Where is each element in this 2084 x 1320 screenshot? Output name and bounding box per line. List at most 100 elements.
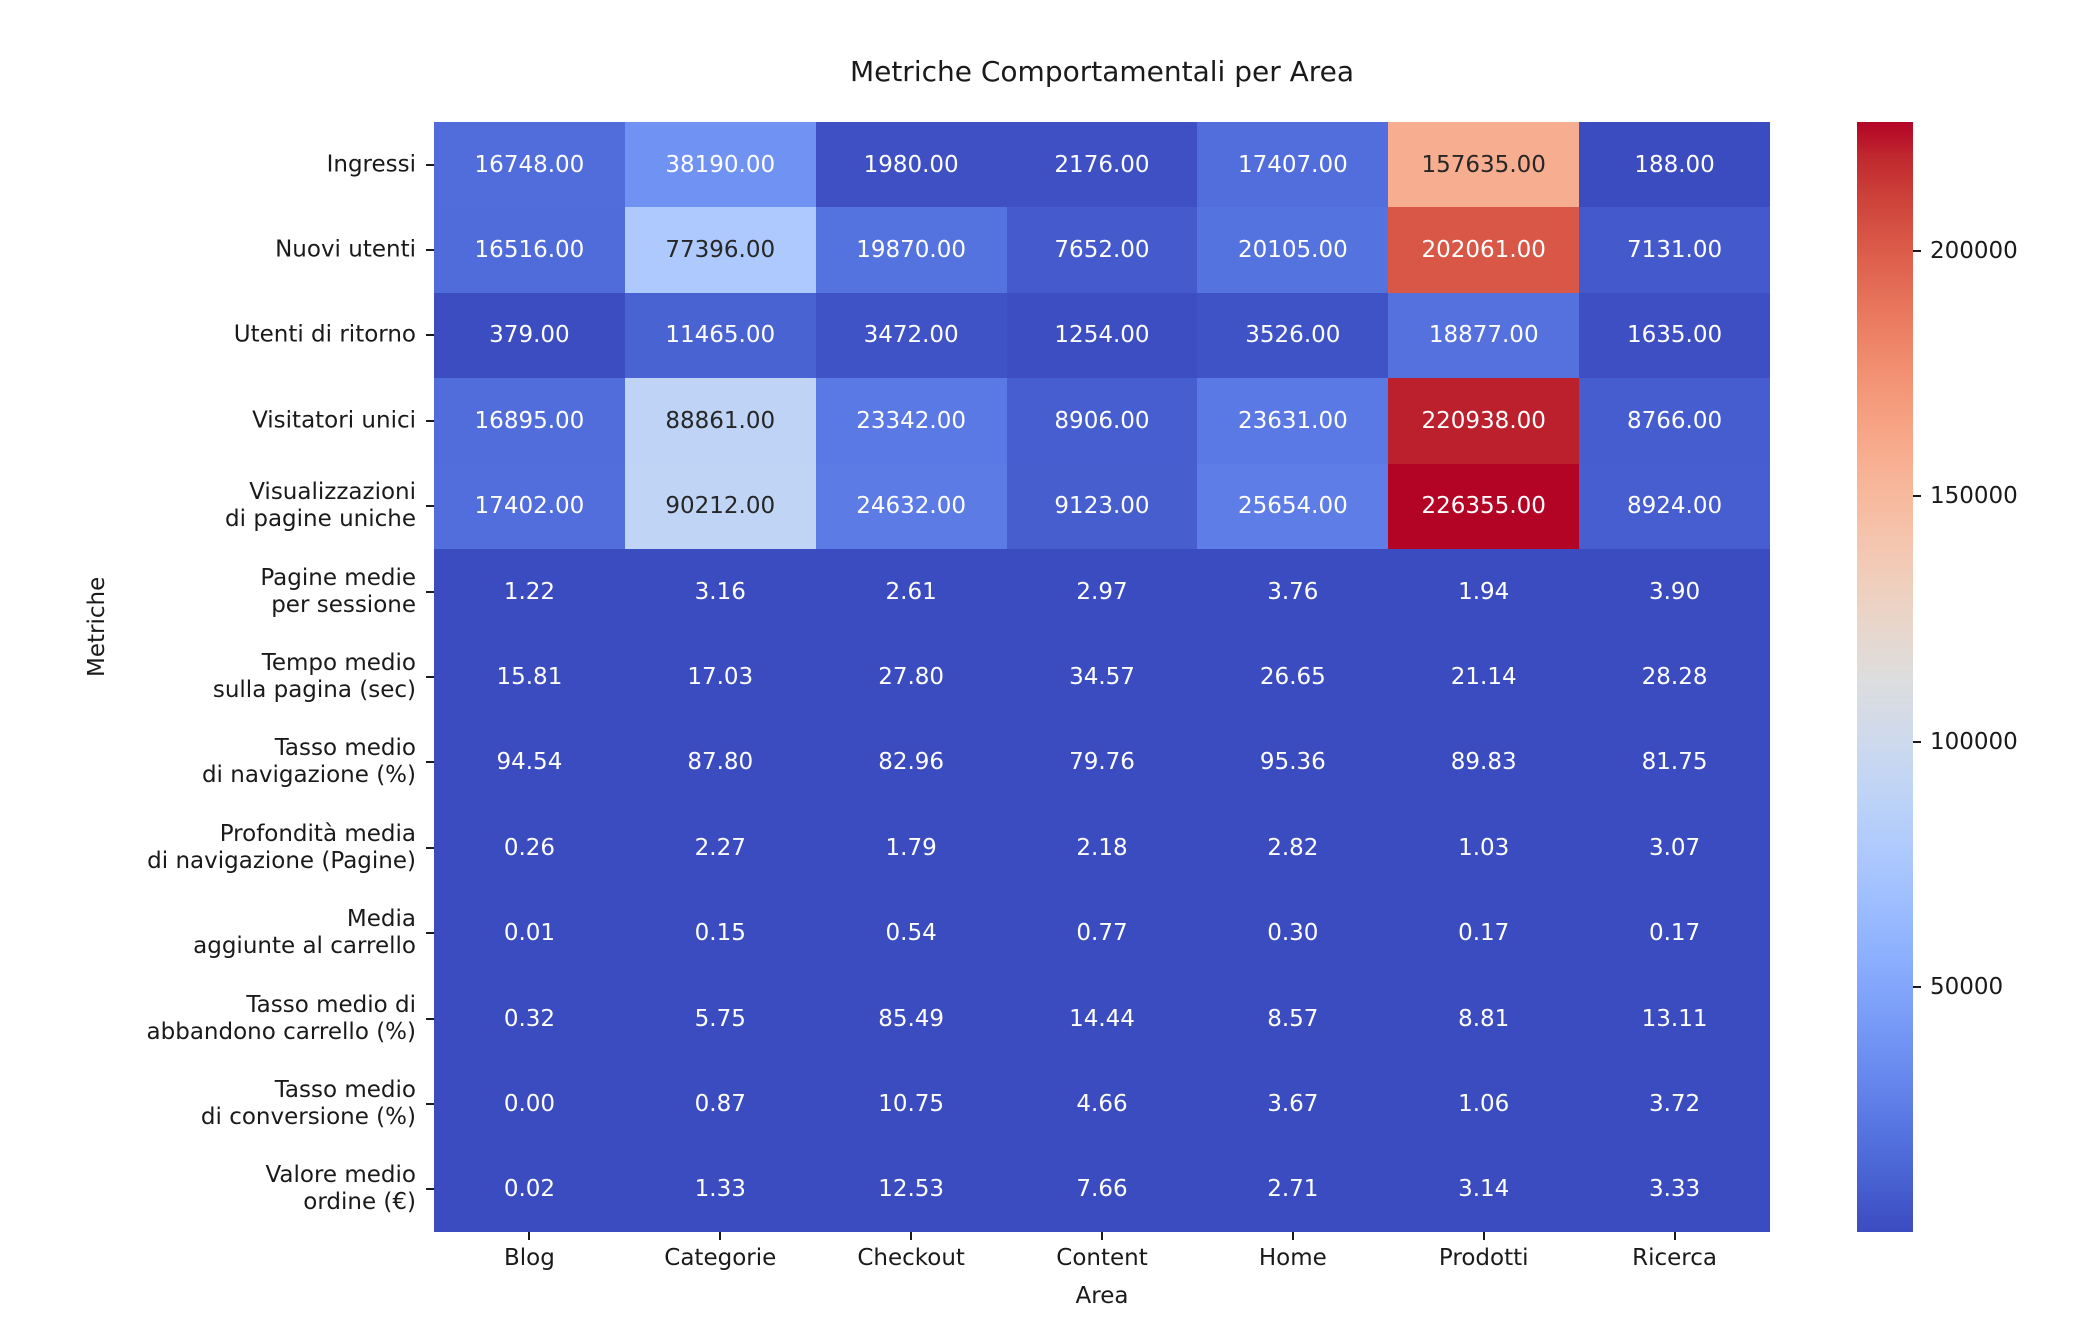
heatmap-cell: 1980.00 <box>815 122 1007 208</box>
y-tick-mark <box>426 334 434 337</box>
heatmap-cell: 2.27 <box>624 805 816 891</box>
x-tick-label: Prodotti <box>1438 1245 1529 1271</box>
heatmap-cell: 2.18 <box>1006 805 1198 891</box>
heatmap-cell: 1.94 <box>1388 548 1580 635</box>
heatmap-cell: 1.33 <box>624 1146 816 1232</box>
heatmap-cell: 3472.00 <box>815 292 1007 379</box>
heatmap-cell: 0.26 <box>434 805 625 891</box>
y-tick-mark <box>426 505 434 508</box>
heatmap-cell: 3.33 <box>1579 1146 1770 1232</box>
heatmap-cell: 13.11 <box>1579 975 1770 1062</box>
heatmap-cell: 27.80 <box>815 634 1007 720</box>
x-tick-mark <box>528 1232 531 1240</box>
y-tick-label: Visualizzazioni di pagine uniche <box>225 479 416 533</box>
y-tick-mark <box>426 590 434 593</box>
colorbar-tick-label: 200000 <box>1930 238 2018 265</box>
heatmap-cell: 25654.00 <box>1197 463 1389 549</box>
y-tick-mark <box>426 419 434 422</box>
heatmap-cell: 0.02 <box>434 1146 625 1232</box>
y-tick-label: Valore medio ordine (€) <box>265 1162 416 1216</box>
heatmap-cell: 3.72 <box>1579 1061 1770 1147</box>
x-tick-label: Categorie <box>664 1245 777 1271</box>
y-tick-label: Profondità media di navigazione (Pagine) <box>147 820 416 874</box>
x-tick-label: Checkout <box>857 1245 965 1271</box>
heatmap-cell: 3.76 <box>1197 548 1389 635</box>
y-tick-label: Tasso medio di conversione (%) <box>200 1076 416 1130</box>
heatmap-cell: 3526.00 <box>1197 292 1389 379</box>
y-tick-mark <box>426 676 434 678</box>
heatmap-cell: 94.54 <box>434 719 625 806</box>
heatmap-cell: 0.54 <box>815 890 1007 976</box>
heatmap-cell: 23631.00 <box>1197 378 1389 464</box>
y-tick-mark <box>426 163 434 166</box>
heatmap-cell: 202061.00 <box>1388 207 1580 293</box>
heatmap-cell: 5.75 <box>624 975 816 1062</box>
heatmap-cell: 11465.00 <box>624 292 816 379</box>
heatmap-cell: 0.77 <box>1006 890 1198 976</box>
heatmap-cell: 7652.00 <box>1006 207 1198 293</box>
heatmap-cell: 8766.00 <box>1579 378 1770 464</box>
heatmap-cell: 87.80 <box>624 719 816 806</box>
heatmap-cell: 17.03 <box>624 634 816 720</box>
heatmap-cell: 3.67 <box>1197 1061 1389 1147</box>
y-tick-label: Tasso medio di abbandono carrello (%) <box>146 991 416 1045</box>
heatmap-cell: 17407.00 <box>1197 122 1389 208</box>
heatmap-cell: 1.06 <box>1388 1061 1580 1147</box>
x-tick-label: Home <box>1258 1245 1327 1271</box>
y-tick-mark <box>426 846 434 849</box>
heatmap-cell: 2.71 <box>1197 1146 1389 1232</box>
heatmap-cell: 1254.00 <box>1006 292 1198 379</box>
x-tick-label: Content <box>1056 1245 1148 1271</box>
heatmap-cell: 0.15 <box>624 890 816 976</box>
y-tick-label: Tasso medio di navigazione (%) <box>201 735 416 789</box>
colorbar-tick-mark <box>1913 495 1921 498</box>
heatmap-cell: 4.66 <box>1006 1061 1198 1147</box>
y-tick-mark <box>426 761 434 764</box>
heatmap-cell: 226355.00 <box>1388 463 1580 549</box>
heatmap-cell: 0.00 <box>434 1061 625 1147</box>
heatmap-cell: 34.57 <box>1006 634 1198 720</box>
heatmap-cell: 0.17 <box>1579 890 1770 976</box>
heatmap-cell: 3.07 <box>1579 805 1770 891</box>
colorbar-tick-label: 50000 <box>1930 973 2004 1000</box>
y-tick-mark <box>426 249 434 252</box>
heatmap-cell: 7.66 <box>1006 1146 1198 1232</box>
heatmap-cell: 7131.00 <box>1579 207 1770 293</box>
heatmap-cell: 1.03 <box>1388 805 1580 891</box>
heatmap-cell: 12.53 <box>815 1146 1007 1232</box>
heatmap-cell: 79.76 <box>1006 719 1198 806</box>
y-tick-mark <box>426 1102 434 1105</box>
heatmap-cell: 19870.00 <box>815 207 1007 293</box>
heatmap-cell: 9123.00 <box>1006 463 1198 549</box>
heatmap-cell: 17402.00 <box>434 463 625 549</box>
x-tick-mark <box>1101 1232 1103 1240</box>
heatmap-cell: 77396.00 <box>624 207 816 293</box>
heatmap-cell: 90212.00 <box>624 463 816 549</box>
heatmap-cell: 1.22 <box>434 548 625 635</box>
x-tick-mark <box>1673 1232 1676 1240</box>
heatmap-grid: 16748.00 38190.00 1980.00 2176.00 17407.00 15… <box>434 122 1770 1232</box>
heatmap-cell: 38190.00 <box>624 122 816 208</box>
colorbar-tick-mark <box>1913 985 1921 988</box>
heatmap-cell: 0.30 <box>1197 890 1389 976</box>
heatmap-cell: 8.81 <box>1388 975 1580 1062</box>
heatmap-cell: 16748.00 <box>434 122 625 208</box>
heatmap-cell: 1.79 <box>815 805 1007 891</box>
heatmap-cell: 16516.00 <box>434 207 625 293</box>
colorbar-tick-label: 150000 <box>1930 483 2018 510</box>
heatmap-cell: 14.44 <box>1006 975 1198 1062</box>
y-tick-mark <box>426 1017 434 1020</box>
heatmap-cell: 0.32 <box>434 975 625 1062</box>
heatmap-cell: 379.00 <box>434 292 625 379</box>
heatmap-cell: 157635.00 <box>1388 122 1580 208</box>
heatmap-cell: 18877.00 <box>1388 292 1580 379</box>
heatmap-cell: 220938.00 <box>1388 378 1580 464</box>
heatmap-cell: 23342.00 <box>815 378 1007 464</box>
y-tick-label: Visitatori unici <box>252 407 416 434</box>
heatmap-cell: 88861.00 <box>624 378 816 464</box>
x-tick-mark <box>719 1232 722 1240</box>
heatmap-cell: 8.57 <box>1197 975 1389 1062</box>
heatmap-cell: 16895.00 <box>434 378 625 464</box>
heatmap-cell: 8924.00 <box>1579 463 1770 549</box>
y-tick-label: Utenti di ritorno <box>233 321 416 348</box>
